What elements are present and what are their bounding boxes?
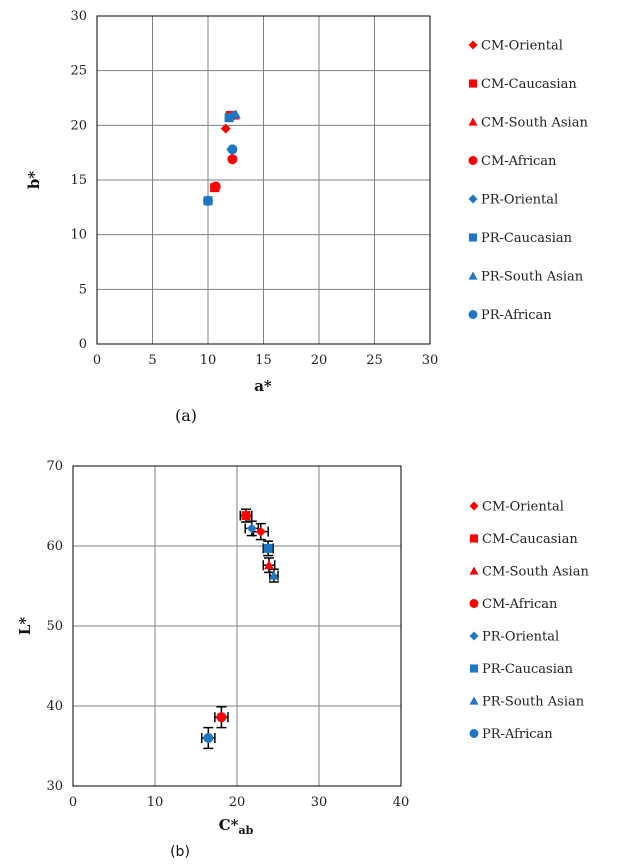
panel-b-x-axis-label-main: C* bbox=[219, 816, 239, 834]
a-point-pr-south-asian bbox=[230, 109, 241, 119]
b-legend-marker-pr-south-asian bbox=[469, 696, 479, 705]
a-y-tick-label: 25 bbox=[70, 64, 87, 79]
a-legend-marker-cm-african bbox=[468, 156, 478, 165]
panel-b-label: (b) bbox=[170, 844, 190, 860]
b-legend-marker-pr-caucasian bbox=[469, 664, 479, 673]
b-legend-label-cm-african: CM-African bbox=[482, 597, 558, 612]
b-legend-label-pr-caucasian: PR-Caucasian bbox=[482, 662, 574, 677]
panel-a-y-axis-label: b* bbox=[25, 171, 43, 189]
b-point-cm-south-asian bbox=[263, 560, 274, 570]
panel-b-y-tick-labels: 30 40 50 60 70 bbox=[46, 459, 63, 794]
a-point-cm-african bbox=[227, 154, 238, 165]
panel-b-gridlines bbox=[72, 465, 402, 787]
a-legend-marker-pr-south-asian bbox=[468, 271, 478, 280]
a-y-tick-label: 15 bbox=[70, 173, 87, 188]
b-legend-marker-cm-south-asian bbox=[469, 566, 479, 575]
a-legend-label-pr-oriental: PR-Oriental bbox=[481, 193, 558, 208]
a-legend-marker-pr-oriental bbox=[468, 194, 478, 204]
panel-b-x-tick-labels: 0 10 20 30 40 bbox=[69, 795, 409, 810]
b-legend-label-cm-south-asian: CM-South Asian bbox=[482, 565, 589, 580]
a-legend-label-pr-south-asian: PR-South Asian bbox=[481, 270, 584, 285]
a-x-tick-label: 10 bbox=[200, 353, 217, 368]
a-legend-label-pr-african: PR-African bbox=[481, 308, 552, 323]
a-x-tick-label: 25 bbox=[366, 353, 383, 368]
b-legend-marker-cm-oriental bbox=[469, 501, 479, 511]
a-point-pr-african bbox=[227, 144, 238, 155]
a-x-tick-label: 30 bbox=[422, 353, 439, 368]
a-point-cm-african bbox=[210, 181, 221, 192]
b-y-tick-label: 30 bbox=[46, 779, 63, 794]
panel-a-chart: 0 5 10 15 20 25 30 0 5 10 15 20 25 30 a* b* CM-Orien… bbox=[25, 9, 588, 425]
b-x-tick-label: 40 bbox=[393, 795, 410, 810]
b-point-cm-oriental bbox=[255, 526, 266, 537]
a-point-cm-oriental bbox=[220, 123, 231, 134]
a-legend-label-pr-caucasian: PR-Caucasian bbox=[481, 231, 573, 246]
panel-b-plot-frame bbox=[72, 465, 402, 787]
b-y-tick-label: 60 bbox=[46, 539, 63, 554]
b-point-pr-caucasian bbox=[263, 543, 273, 553]
a-y-tick-label: 10 bbox=[70, 228, 87, 243]
a-x-tick-label: 15 bbox=[255, 353, 272, 368]
a-y-tick-label: 20 bbox=[70, 118, 87, 133]
panel-a-label: (a) bbox=[175, 406, 197, 425]
a-legend-label-cm-caucasian: CM-Caucasian bbox=[481, 77, 577, 92]
b-point-pr-oriental bbox=[246, 523, 257, 534]
panel-b-data-points bbox=[203, 511, 279, 743]
panel-a-x-tick-labels: 0 5 10 15 20 25 30 bbox=[93, 353, 438, 368]
panel-a-gridlines bbox=[96, 15, 431, 345]
a-legend-marker-pr-caucasian bbox=[468, 233, 478, 242]
a-legend-label-cm-oriental: CM-Oriental bbox=[481, 39, 563, 54]
panel-b-y-axis-label: L* bbox=[16, 617, 34, 636]
b-legend-marker-cm-african bbox=[469, 599, 479, 608]
b-point-cm-caucasian bbox=[241, 511, 251, 521]
panel-a-plot-frame bbox=[96, 15, 431, 345]
a-legend-marker-cm-oriental bbox=[468, 40, 478, 50]
b-y-tick-label: 70 bbox=[46, 459, 63, 474]
b-legend-marker-pr-african bbox=[469, 729, 479, 738]
a-x-tick-label: 20 bbox=[311, 353, 328, 368]
b-y-tick-label: 40 bbox=[46, 699, 63, 714]
b-legend-label-pr-south-asian: PR-South Asian bbox=[482, 695, 585, 710]
b-legend-marker-cm-caucasian bbox=[469, 534, 479, 543]
panel-b-x-axis-label: C*ab bbox=[219, 816, 254, 837]
b-point-cm-african bbox=[216, 712, 227, 723]
a-point-pr-caucasian bbox=[224, 113, 234, 123]
a-legend-marker-pr-african bbox=[468, 310, 478, 319]
panel-b-x-axis-label-sub: ab bbox=[238, 824, 253, 837]
b-x-tick-label: 10 bbox=[147, 795, 164, 810]
b-y-tick-label: 50 bbox=[46, 619, 63, 634]
b-legend-marker-pr-oriental bbox=[469, 631, 479, 641]
a-x-tick-label: 0 bbox=[93, 353, 101, 368]
a-point-pr-african bbox=[203, 195, 213, 206]
b-x-tick-label: 30 bbox=[311, 795, 328, 810]
b-legend-label-pr-african: PR-African bbox=[482, 727, 553, 742]
a-legend-marker-cm-caucasian bbox=[468, 79, 478, 88]
a-y-tick-label: 30 bbox=[70, 9, 87, 24]
panel-a-y-tick-labels: 0 5 10 15 20 25 30 bbox=[70, 9, 87, 352]
a-y-tick-label: 5 bbox=[79, 282, 87, 297]
panel-a-x-axis-label: a* bbox=[254, 377, 272, 395]
a-legend-label-cm-south-asian: CM-South Asian bbox=[481, 116, 588, 131]
b-legend-label-cm-caucasian: CM-Caucasian bbox=[482, 532, 578, 547]
b-point-pr-african bbox=[203, 733, 214, 743]
b-legend-label-cm-oriental: CM-Oriental bbox=[482, 500, 564, 515]
b-point-pr-south-asian bbox=[268, 570, 279, 580]
a-y-tick-label: 0 bbox=[79, 337, 87, 352]
b-x-tick-label: 20 bbox=[229, 795, 246, 810]
a-legend-label-cm-african: CM-African bbox=[481, 154, 557, 169]
a-x-tick-label: 5 bbox=[148, 353, 156, 368]
panel-a-data-points bbox=[203, 109, 241, 206]
panel-b-chart: 0 10 20 30 40 30 40 50 60 70 C*ab L* CM-Oriental… bbox=[16, 459, 589, 860]
panel-b-legend: CM-Oriental CM-Caucasian CM-South Asian CM-… bbox=[469, 500, 589, 742]
panel-a-legend: CM-Oriental CM-Caucasian CM-South Asian CM-… bbox=[468, 39, 588, 323]
b-legend-label-pr-oriental: PR-Oriental bbox=[482, 630, 559, 645]
b-x-tick-label: 0 bbox=[69, 795, 77, 810]
a-legend-marker-cm-south-asian bbox=[468, 117, 478, 126]
